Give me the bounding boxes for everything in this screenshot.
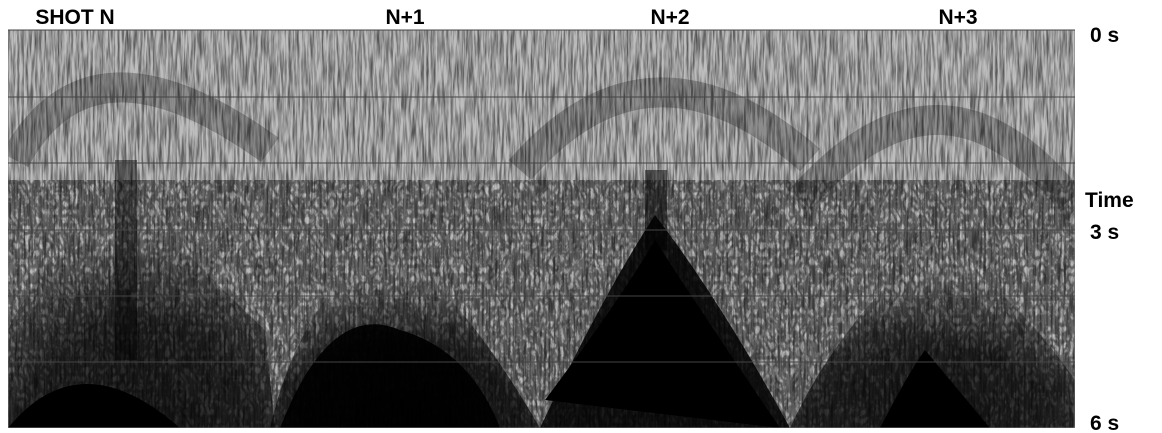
seismic-image: [8, 30, 1075, 428]
time-label: 0 s: [1090, 24, 1119, 47]
time-grid: [8, 29, 1075, 363]
shot-label: N+1: [385, 6, 424, 29]
time-label: 6 s: [1090, 412, 1119, 433]
time-label: 3 s: [1090, 221, 1119, 244]
shot-label: N+2: [650, 6, 689, 29]
time-axis-title: Time: [1085, 189, 1134, 212]
shot-label: N+3: [938, 6, 977, 29]
shot-label: SHOT N: [35, 6, 114, 29]
